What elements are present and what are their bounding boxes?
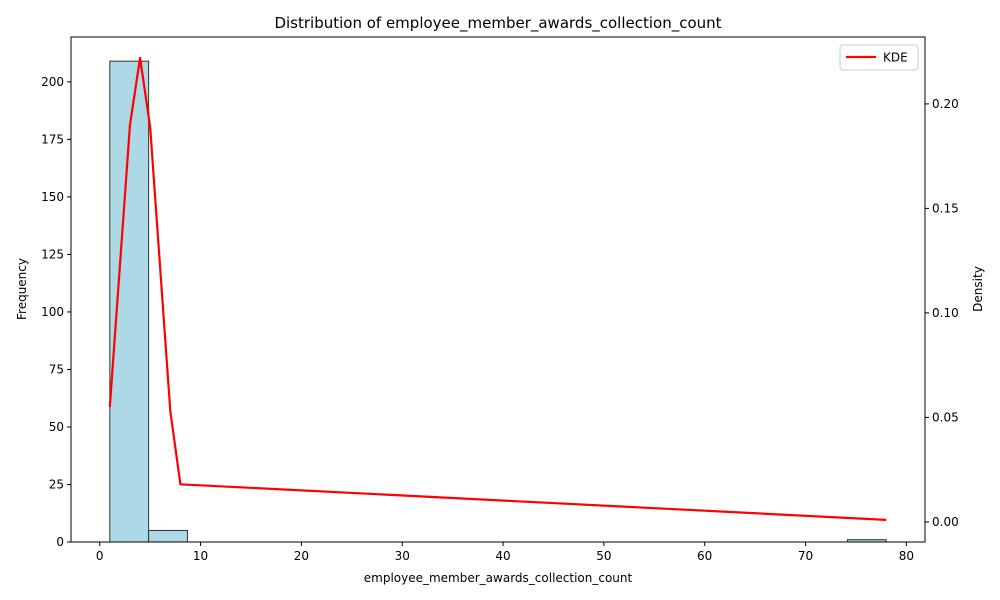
y2-tick-label: 0.15: [932, 201, 959, 215]
y-axis-ticks: 0 25 50 75 100 125 150 175 200: [41, 75, 71, 549]
y-tick-label: 150: [41, 190, 64, 204]
legend-box: [839, 44, 919, 71]
y2-tick-label: 0.05: [932, 410, 959, 424]
y2-axis-ticks: 0.00 0.05 0.10 0.15 0.20: [925, 97, 959, 529]
histogram-bar: [148, 529, 188, 543]
y-tick-label: 200: [41, 75, 64, 89]
x-tick-label: 10: [193, 549, 208, 563]
x-tick-label: 30: [395, 549, 410, 563]
x-tick-label: 50: [596, 549, 611, 563]
x-axis-ticks: 0 10 20 30 40 50 60 70 80: [96, 542, 914, 563]
chart-title: Distribution of employee_member_awards_c…: [274, 14, 721, 33]
y-tick-label: 50: [49, 420, 64, 434]
kde-line-layer: [108, 56, 887, 521]
kde-series-line: [108, 56, 887, 521]
y-tick-label: 100: [41, 305, 64, 319]
y2-tick-label: 0.10: [932, 306, 959, 320]
plot-frame: [70, 36, 926, 543]
x-tick-label: 20: [294, 549, 309, 563]
y-tick-label: 25: [49, 477, 64, 491]
y-tick-label: 175: [41, 132, 64, 146]
legend-kde-label: KDE: [883, 51, 908, 65]
legend: KDE: [839, 44, 919, 71]
x-tick-label: 80: [899, 549, 914, 563]
x-axis-label: employee_member_awards_collection_count: [364, 571, 633, 585]
y2-axis-label: Density: [971, 266, 985, 312]
y-tick-label: 75: [49, 362, 64, 376]
y2-tick-label: 0.00: [932, 515, 959, 529]
y2-tick-label: 0.20: [932, 97, 959, 111]
histogram-bars: [109, 60, 887, 543]
y-tick-label: 125: [41, 247, 64, 261]
y-tick-label: 0: [56, 535, 64, 549]
x-tick-label: 70: [798, 549, 813, 563]
x-tick-label: 60: [697, 549, 712, 563]
x-tick-label: 40: [495, 549, 510, 563]
x-tick-label: 0: [96, 549, 104, 563]
y-axis-label: Frequency: [15, 258, 29, 320]
